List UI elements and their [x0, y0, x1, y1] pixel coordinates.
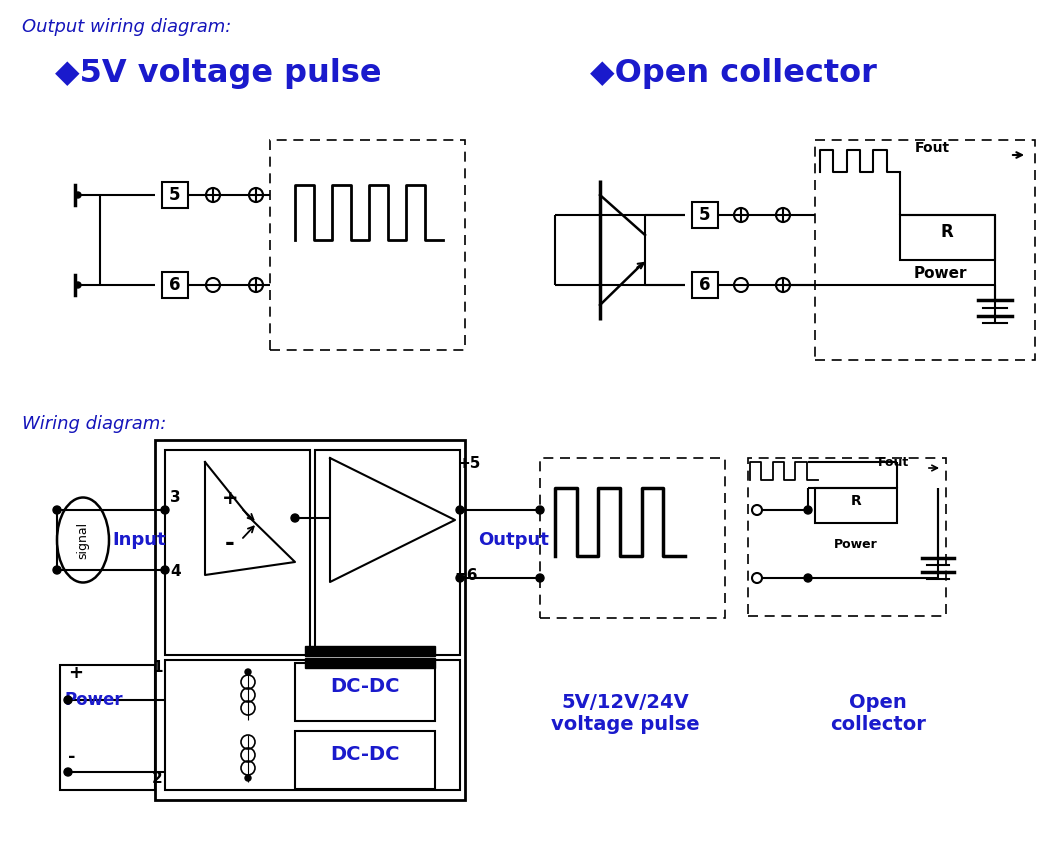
Text: 1: 1 [152, 660, 162, 675]
Circle shape [536, 506, 544, 514]
Text: 6: 6 [170, 276, 181, 294]
Text: 5: 5 [170, 186, 181, 204]
Circle shape [64, 768, 72, 776]
Circle shape [536, 574, 544, 582]
Circle shape [456, 574, 464, 582]
Bar [295, 731, 435, 789]
Text: R: R [850, 494, 862, 508]
Text: ◆Open collector: ◆Open collector [590, 58, 877, 89]
Text: Fout: Fout [915, 141, 950, 155]
Bar [692, 202, 718, 228]
Bar [748, 458, 946, 616]
Circle shape [75, 192, 81, 198]
Text: R: R [940, 223, 953, 241]
Bar [692, 272, 718, 298]
Text: +: + [68, 664, 83, 682]
Circle shape [161, 506, 169, 514]
Circle shape [75, 282, 81, 288]
Circle shape [245, 775, 251, 781]
Bar [815, 488, 897, 523]
Circle shape [456, 506, 464, 514]
Bar [155, 440, 465, 800]
Text: =6: =6 [454, 568, 477, 583]
Text: -: - [225, 531, 235, 555]
Text: 5: 5 [700, 206, 711, 224]
Circle shape [752, 573, 762, 583]
Bar [315, 450, 460, 655]
Text: ◆5V voltage pulse: ◆5V voltage pulse [55, 58, 382, 89]
Text: Power: Power [834, 538, 878, 551]
Polygon shape [330, 458, 455, 582]
Text: Power: Power [914, 266, 967, 281]
Text: Output: Output [478, 531, 549, 549]
Circle shape [245, 669, 251, 675]
Text: -: - [68, 748, 75, 766]
Text: +: + [222, 488, 238, 507]
Text: 4: 4 [170, 564, 180, 579]
Circle shape [53, 506, 61, 514]
Text: signal: signal [76, 522, 89, 559]
Text: Output wiring diagram:: Output wiring diagram: [22, 18, 231, 36]
Text: DC-DC: DC-DC [331, 745, 400, 764]
Bar [540, 458, 725, 618]
Text: 5V/12V/24V
voltage pulse: 5V/12V/24V voltage pulse [551, 693, 700, 734]
Bar [162, 272, 188, 298]
Bar [165, 450, 310, 655]
Text: 6: 6 [700, 276, 711, 294]
Bar [165, 660, 460, 790]
Circle shape [64, 696, 72, 704]
Text: 2: 2 [152, 771, 163, 786]
Text: Wiring diagram:: Wiring diagram: [22, 415, 166, 433]
Bar [162, 182, 188, 208]
Circle shape [803, 506, 812, 514]
Bar [270, 140, 465, 350]
Polygon shape [205, 462, 295, 575]
Bar [305, 658, 435, 668]
Text: +5: +5 [457, 456, 480, 471]
Circle shape [292, 514, 299, 522]
Text: Fout: Fout [878, 456, 909, 469]
Circle shape [803, 574, 812, 582]
Bar [60, 665, 155, 790]
Text: Power: Power [65, 691, 124, 709]
Circle shape [53, 566, 61, 574]
Bar [295, 663, 435, 721]
Text: DC-DC: DC-DC [331, 677, 400, 696]
Circle shape [752, 505, 762, 515]
Bar [900, 215, 995, 260]
Text: Input: Input [112, 531, 165, 549]
Text: 3: 3 [170, 490, 180, 505]
Bar [305, 646, 435, 656]
Bar [815, 140, 1035, 360]
Circle shape [161, 566, 169, 574]
Text: Open
collector: Open collector [830, 693, 926, 734]
